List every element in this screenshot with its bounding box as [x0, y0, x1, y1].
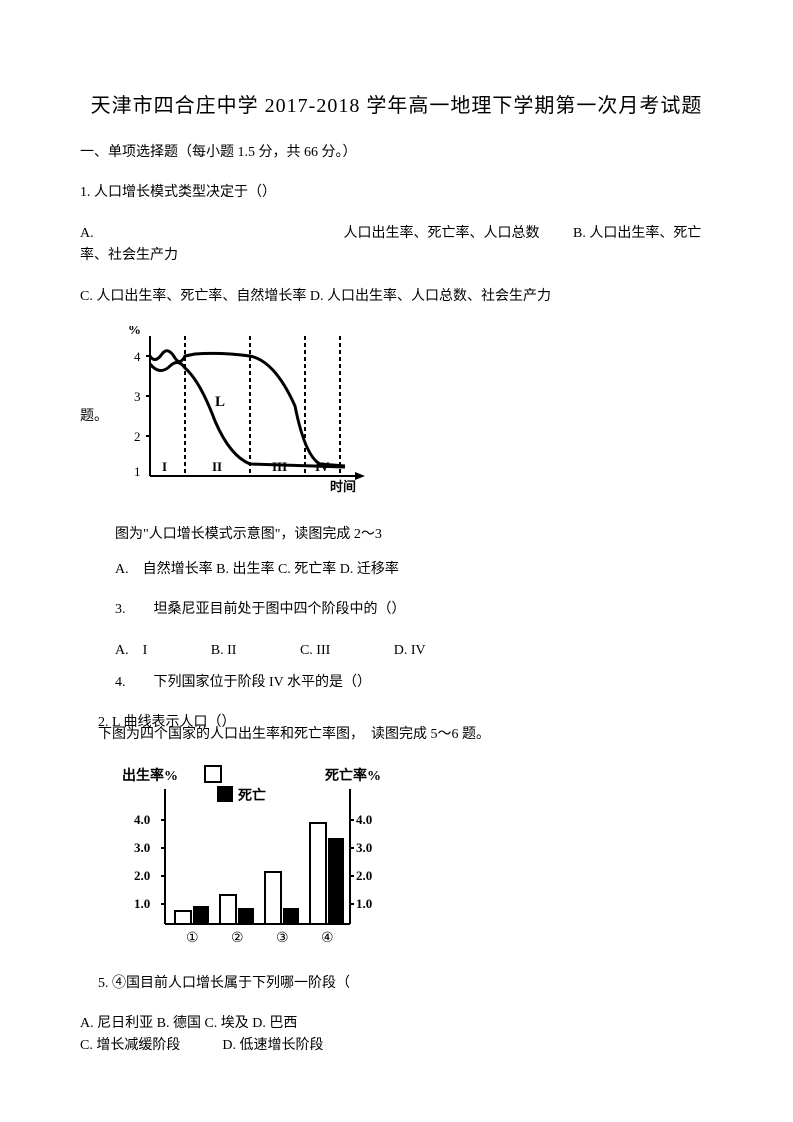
svg-text:II: II: [212, 459, 222, 474]
q3-options: A. I B. II C. III D. IV: [115, 640, 713, 662]
final-options: A. 尼日利亚 B. 德国 C. 埃及 D. 巴西 C. 增长减缓阶段 D. 低…: [80, 1013, 713, 1058]
question-1: 1. 人口增长模式类型决定于（）: [80, 182, 713, 204]
svg-text:3.0: 3.0: [134, 840, 150, 855]
svg-text:③: ③: [276, 931, 289, 946]
svg-text:3: 3: [134, 389, 141, 404]
svg-text:死亡率%: 死亡率%: [324, 767, 381, 784]
final-opts-line1: A. 尼日利亚 B. 德国 C. 埃及 D. 巴西: [80, 1013, 713, 1035]
svg-text:L: L: [215, 394, 225, 410]
svg-text:I: I: [162, 459, 167, 474]
svg-text:4.0: 4.0: [134, 812, 150, 827]
birth-death-chart: 出生率% 死亡率% 死亡 4.0 3.0 2.0 1.0 4.0 3.0 2.0…: [120, 764, 713, 962]
svg-text:出生率%: 出生率%: [122, 767, 178, 784]
question-4: 4. 下列国家位于阶段 IV 水平的是（）: [115, 672, 713, 694]
svg-text:2.0: 2.0: [356, 868, 372, 883]
svg-text:2.0: 2.0: [134, 868, 150, 883]
svg-text:%: %: [128, 326, 141, 337]
svg-text:时间: 时间: [330, 479, 356, 494]
svg-text:1.0: 1.0: [356, 896, 372, 911]
question-5: 5. ④国目前人口增长属于下列哪一阶段（: [98, 973, 713, 995]
svg-text:4.0: 4.0: [356, 812, 372, 827]
svg-text:4: 4: [134, 349, 141, 364]
svg-text:1.0: 1.0: [134, 896, 150, 911]
q1-options-cd: C. 人口出生率、死亡率、自然增长率 D. 人口出生率、人口总数、社会生产力: [80, 286, 713, 308]
growth-model-chart: 题。 % 4 3 2 1 L I II III IV 时间: [120, 326, 713, 504]
chart1-side-label: 题。: [80, 406, 108, 428]
final-opts-line2: C. 增长减缓阶段 D. 低速增长阶段: [80, 1035, 713, 1057]
chart1-caption: 图为"人口增长模式示意图"，读图完成 2～3: [115, 524, 713, 546]
q1-opt-a-text: 人口出生率、死亡率、人口总数: [344, 226, 540, 241]
section-header: 一、单项选择题（每小题 1.5 分，共 66 分。）: [80, 142, 713, 164]
svg-text:④: ④: [321, 931, 334, 946]
svg-text:III: III: [272, 459, 287, 474]
svg-text:①: ①: [186, 931, 199, 946]
chart2-svg: 出生率% 死亡率% 死亡 4.0 3.0 2.0 1.0 4.0 3.0 2.0…: [120, 764, 400, 954]
overlap-text: 2. L 曲线表示人口（） 下图为四个国家的人口出生率和死亡率图， 读图完成 5…: [80, 712, 713, 748]
chart1-svg: % 4 3 2 1 L I II III IV 时间: [120, 326, 370, 496]
page-title: 天津市四合庄中学 2017-2018 学年高一地理下学期第一次月考试题: [80, 90, 713, 122]
q1-opt-a-prefix: A.: [80, 223, 340, 245]
svg-text:2: 2: [134, 429, 141, 444]
chart2-caption: 下图为四个国家的人口出生率和死亡率图， 读图完成 5～6 题。: [98, 724, 490, 746]
question-3: 3. 坦桑尼亚目前处于图中四个阶段中的（）: [115, 599, 713, 621]
q3-opt-d: D. IV: [394, 640, 426, 662]
svg-text:3.0: 3.0: [356, 840, 372, 855]
svg-text:1: 1: [134, 464, 141, 479]
q3-opt-a: A. I: [115, 640, 147, 662]
svg-text:IV: IV: [315, 459, 330, 474]
q2-options: A. 自然增长率 B. 出生率 C. 死亡率 D. 迁移率: [115, 559, 713, 581]
svg-text:死亡: 死亡: [237, 787, 266, 804]
q1-options-ab: A. 人口出生率、死亡率、人口总数 B. 人口出生率、死亡率、社会生产力: [80, 223, 713, 268]
svg-text:②: ②: [231, 931, 244, 946]
q3-opt-c: C. III: [300, 640, 330, 662]
q3-opt-b: B. II: [211, 640, 237, 662]
